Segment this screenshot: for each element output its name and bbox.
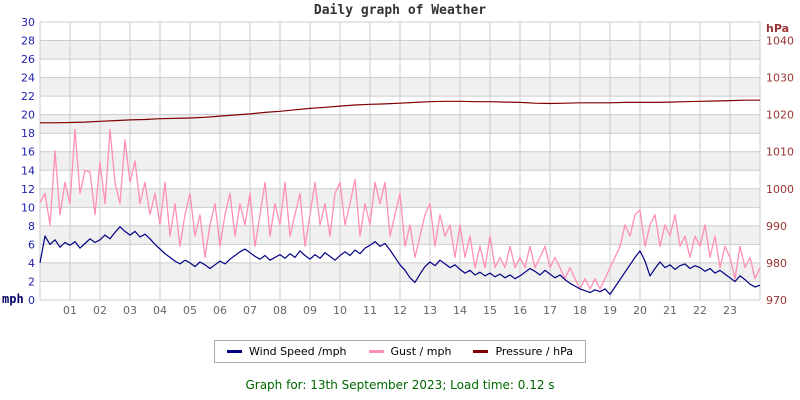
weather-chart-plot: 0246810121416182022242628309709809901000… [2,16,794,317]
svg-text:2: 2 [28,275,35,288]
legend-label-gust: Gust / mph [390,345,452,358]
svg-text:16: 16 [513,304,527,317]
svg-text:8: 8 [28,220,35,233]
svg-text:22: 22 [21,90,35,103]
svg-text:1030: 1030 [766,72,794,85]
svg-text:26: 26 [21,53,35,66]
svg-text:6: 6 [28,238,35,251]
svg-text:980: 980 [766,257,787,270]
svg-text:22: 22 [693,304,707,317]
svg-text:17: 17 [543,304,557,317]
svg-text:10: 10 [21,201,35,214]
legend-item-wind-speed: Wind Speed /mph [227,345,347,358]
svg-text:04: 04 [153,304,167,317]
svg-text:1020: 1020 [766,109,794,122]
svg-text:15: 15 [483,304,497,317]
legend-item-pressure: Pressure / hPa [473,345,573,358]
svg-text:19: 19 [603,304,617,317]
legend-label-wind-speed: Wind Speed /mph [249,345,347,358]
svg-text:1040: 1040 [766,35,794,48]
svg-text:18: 18 [21,127,35,140]
svg-text:20: 20 [21,109,35,122]
chart-legend: Wind Speed /mph Gust / mph Pressure / hP… [214,340,586,363]
graph-info-text: Graph for: 13th September 2023; Load tim… [245,378,555,392]
svg-text:1010: 1010 [766,146,794,159]
svg-text:mph: mph [2,292,24,306]
svg-text:14: 14 [453,304,467,317]
svg-text:970: 970 [766,294,787,307]
svg-text:03: 03 [123,304,137,317]
svg-text:18: 18 [573,304,587,317]
svg-text:07: 07 [243,304,257,317]
svg-text:09: 09 [303,304,317,317]
svg-text:hPa: hPa [766,22,789,35]
svg-text:30: 30 [21,16,35,29]
svg-text:23: 23 [723,304,737,317]
svg-text:16: 16 [21,146,35,159]
svg-text:10: 10 [333,304,347,317]
legend-label-pressure: Pressure / hPa [495,345,573,358]
svg-text:990: 990 [766,220,787,233]
chart-title: Daily graph of Weather [313,3,487,18]
legend-item-gust: Gust / mph [368,345,452,358]
svg-text:06: 06 [213,304,227,317]
svg-text:05: 05 [183,304,197,317]
svg-text:02: 02 [93,304,107,317]
svg-text:24: 24 [21,72,35,85]
svg-text:11: 11 [363,304,377,317]
svg-text:1000: 1000 [766,183,794,196]
wind-speed-swatch-icon [227,350,243,353]
svg-text:28: 28 [21,35,35,48]
svg-text:4: 4 [28,257,35,270]
svg-text:13: 13 [423,304,437,317]
pressure-swatch-icon [473,350,489,353]
svg-text:21: 21 [663,304,677,317]
svg-text:0: 0 [28,294,35,307]
svg-text:12: 12 [393,304,407,317]
svg-text:20: 20 [633,304,647,317]
gust-swatch-icon [368,350,384,353]
svg-text:12: 12 [21,183,35,196]
svg-text:01: 01 [63,304,77,317]
svg-text:08: 08 [273,304,287,317]
svg-text:14: 14 [21,164,35,177]
